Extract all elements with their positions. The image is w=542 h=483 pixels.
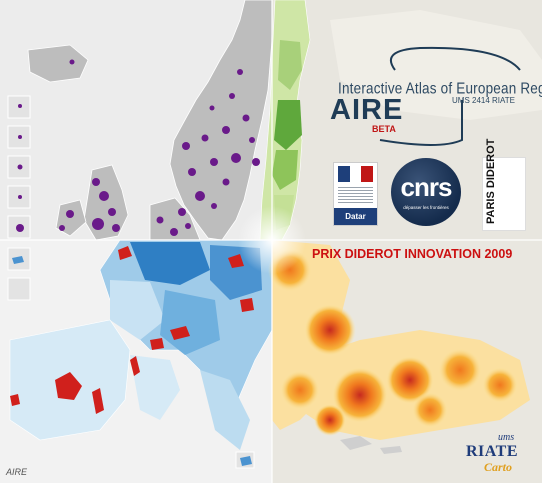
cnrs-tagline: dépasser les frontières (403, 205, 449, 210)
quadrant-heat-map (268, 240, 542, 483)
datar-label: Datar (334, 208, 377, 225)
atlas-subtitle: UMS 2414 RIATE (452, 96, 515, 105)
cnrs-label: cnrs (400, 172, 453, 202)
atlas-title: Interactive Atlas of European Regions (338, 79, 542, 98)
quadrant-blue-choropleth (0, 239, 273, 483)
lens-flare (238, 206, 306, 274)
riate-logo-text: RIATE (466, 443, 518, 460)
riate-ums-label: ums (498, 432, 515, 443)
riate-carto-label: Carto (484, 460, 513, 474)
beta-badge: BETA (372, 124, 396, 134)
quadrant-population-dots (7, 0, 276, 241)
award-title: PRIX DIDEROT INNOVATION 2009 (312, 247, 513, 261)
datar-logo: Datar (333, 162, 378, 226)
paris-label: PARIS (485, 191, 497, 224)
aire-watermark: AIRE (6, 467, 28, 477)
logo-text-lines (338, 185, 373, 205)
aire-logo-text: AIRE (330, 94, 404, 126)
french-flag-icon (338, 166, 373, 182)
paris-diderot-logo: PARIS DIDEROT (482, 139, 526, 231)
diderot-label: DIDEROT (485, 138, 497, 189)
cnrs-logo: cnrs dépasser les frontières (391, 158, 461, 226)
